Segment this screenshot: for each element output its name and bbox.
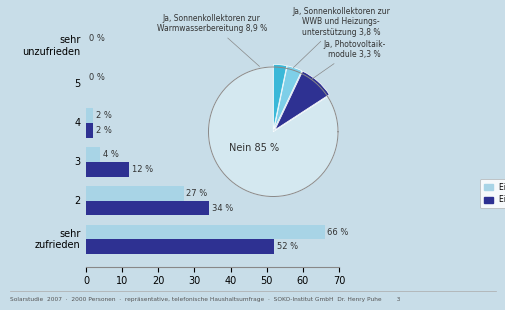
Bar [86, 162, 129, 177]
Text: 0 %: 0 % [89, 34, 105, 43]
Wedge shape [273, 64, 286, 129]
Text: 52 %: 52 % [276, 242, 297, 251]
Text: 34 %: 34 % [212, 204, 233, 213]
Text: 66 %: 66 % [327, 228, 348, 237]
Bar [86, 147, 100, 162]
Text: 4 %: 4 % [103, 150, 119, 159]
Text: 2 %: 2 % [96, 111, 112, 120]
Text: Solarstudie  2007  ·  2000 Personen  ·  repräsentative, telefonische Haushaltsum: Solarstudie 2007 · 2000 Personen · reprä… [10, 297, 399, 302]
Text: Ja, Sonnenkollektoren zur
Warmwasserbereitung 8,9 %: Ja, Sonnenkollektoren zur Warmwasserbere… [156, 14, 266, 66]
Legend: Eigentümer 2007 N= 155, Eigentümer 2006 N = 54: Eigentümer 2007 N= 155, Eigentümer 2006 … [479, 179, 505, 208]
Text: 2 %: 2 % [96, 126, 112, 135]
Text: Ja, Sonnenkollektoren zur
WWB und Heizungs-
unterstützung 3,8 %: Ja, Sonnenkollektoren zur WWB und Heizun… [292, 7, 389, 68]
Text: 0 %: 0 % [89, 73, 105, 82]
Text: Ja, Photovoltaik-
module 3,3 %: Ja, Photovoltaik- module 3,3 % [311, 40, 385, 80]
Text: Nein 85 %: Nein 85 % [228, 143, 278, 153]
Bar [86, 239, 273, 254]
Wedge shape [208, 67, 337, 197]
Wedge shape [274, 66, 301, 129]
Bar [86, 186, 183, 201]
Wedge shape [274, 71, 329, 130]
Bar [86, 123, 93, 138]
Bar [86, 225, 324, 239]
Text: 12 %: 12 % [132, 165, 153, 174]
Bar [86, 201, 209, 215]
Text: 27 %: 27 % [186, 189, 208, 198]
Bar [86, 108, 93, 123]
